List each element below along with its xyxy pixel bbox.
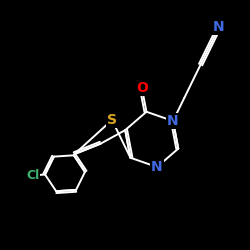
Text: O: O: [136, 81, 148, 95]
Text: N: N: [151, 160, 163, 174]
Text: N: N: [213, 20, 225, 34]
Text: S: S: [107, 113, 117, 127]
Text: Cl: Cl: [26, 169, 39, 182]
Text: N: N: [167, 114, 179, 128]
